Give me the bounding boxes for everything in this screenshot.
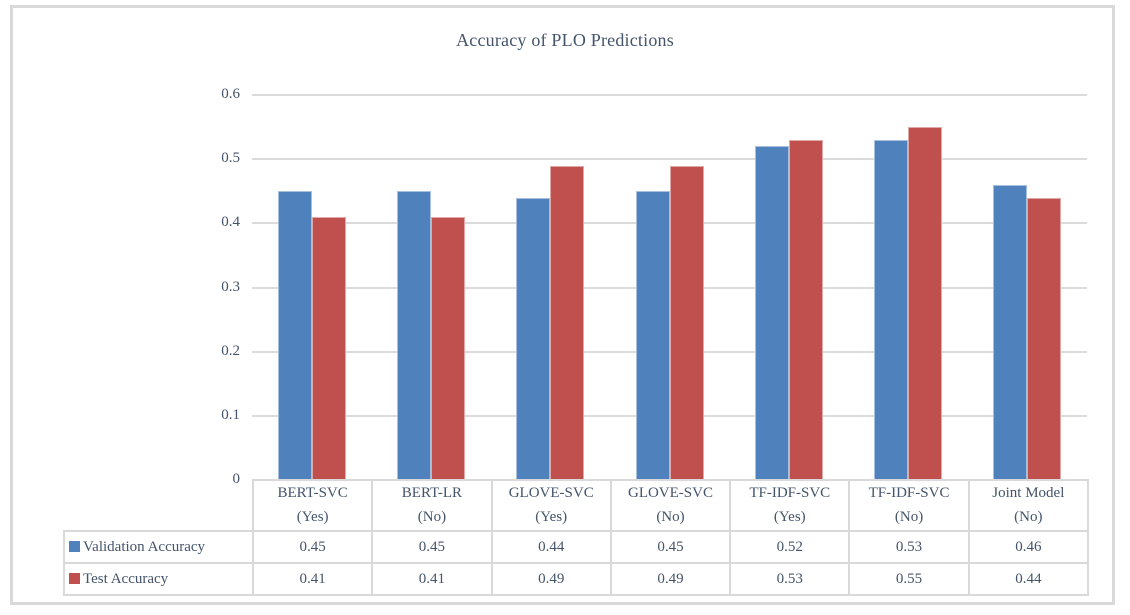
bar-validation-accuracy (993, 184, 1028, 480)
bar-test-accuracy (430, 216, 465, 480)
bar-validation-accuracy (754, 146, 789, 480)
series-name: Validation Accuracy (83, 538, 206, 555)
category-label: TF-IDF-SVC (868, 485, 950, 502)
y-axis-tick-label: 0.4 (221, 214, 240, 231)
category-label: BERT-LR (401, 485, 463, 502)
category-header-joint-model-no-: Joint Model (No) (967, 479, 1089, 532)
category-sub-label: (No) (417, 508, 447, 525)
category-sub-label: (Yes) (535, 508, 568, 525)
value-cell: 0.45 (371, 530, 493, 564)
category-sub-label: (Yes) (773, 508, 806, 525)
table-header-row: BERT-SVC (Yes) BERT-LR (No) GLOVE-SVC (Yes) GL… (64, 479, 1089, 532)
y-axis-tick-label: 0 (232, 471, 241, 487)
series-label-cell: Test Accuracy (63, 562, 254, 596)
category-header-bert-svc-yes-: BERT-SVC (Yes) (251, 479, 374, 532)
category-label: Joint Model (992, 485, 1065, 502)
series-label-cell: Validation Accuracy (63, 530, 254, 564)
value-cell: 0.45 (251, 530, 374, 564)
chart-outer-border (10, 5, 1115, 605)
category-sub-label: (No) (656, 508, 685, 525)
category-header-tf-idf-svc-yes-: TF-IDF-SVC (Yes) (729, 479, 851, 532)
bar-validation-accuracy (396, 191, 431, 480)
value-cell: 0.41 (251, 562, 374, 596)
category-label: TF-IDF-SVC (749, 485, 831, 502)
bar-validation-accuracy (874, 139, 909, 480)
bar-test-accuracy (1027, 197, 1062, 480)
chart-title: Accuracy of PLO Predictions (456, 30, 674, 50)
value-cell: 0.41 (371, 562, 493, 596)
series-row-test-accuracy: Test Accuracy 0.41 0.41 0.49 0.49 0.53 0.55 0.4… (63, 562, 1089, 596)
y-axis-tick-label: 0.6 (221, 86, 240, 102)
table-body: Validation Accuracy 0.45 0.45 0.44 0.45 0.52 0… (63, 530, 1089, 596)
value-cell: 0.52 (729, 530, 851, 564)
category-label: GLOVE-SVC (508, 485, 594, 502)
data-table: BERT-SVC (Yes) BERT-LR (No) GLOVE-SVC (Yes) GL… (63, 479, 1089, 596)
category-header-glove-svc-yes-: GLOVE-SVC (Yes) (490, 479, 612, 532)
legend-marker-validation-accuracy (69, 540, 80, 552)
category-label: BERT-SVC (277, 485, 348, 502)
y-axis-tick-label: 0.5 (221, 150, 240, 167)
table-header: BERT-SVC (Yes) BERT-LR (No) GLOVE-SVC (Yes) GL… (64, 479, 1089, 532)
value-cell: 0.46 (967, 530, 1089, 564)
bar-validation-accuracy (277, 191, 312, 480)
value-cell: 0.44 (490, 530, 612, 564)
bar-test-accuracy (788, 139, 823, 480)
category-sub-label: (No) (1014, 508, 1043, 525)
legend-marker-test-accuracy (69, 572, 80, 584)
value-cell: 0.44 (967, 562, 1089, 596)
category-header-tf-idf-svc-no-: TF-IDF-SVC (No) (848, 479, 970, 532)
value-cell: 0.49 (609, 562, 732, 596)
table-corner-cell (64, 480, 253, 531)
bar-test-accuracy (311, 216, 346, 480)
category-header-glove-svc-no-: GLOVE-SVC (No) (609, 479, 732, 532)
value-cell: 0.49 (490, 562, 612, 596)
series-row-validation-accuracy: Validation Accuracy 0.45 0.45 0.44 0.45 0.52 0… (63, 530, 1089, 564)
bar-test-accuracy (669, 165, 704, 480)
value-cell: 0.53 (729, 562, 851, 596)
plot-area (252, 94, 1087, 480)
y-axis-tick-label: 0.3 (221, 278, 240, 295)
y-axis-tick-label: 0.2 (221, 342, 240, 359)
gridline (252, 94, 1087, 96)
gridline (252, 158, 1087, 161)
category-header-bert-lr-no-: BERT-LR (No) (371, 479, 493, 532)
bar-test-accuracy (550, 165, 585, 480)
bar-validation-accuracy (516, 197, 551, 480)
bar-validation-accuracy (635, 191, 670, 480)
value-cell: 0.45 (609, 530, 732, 564)
value-cell: 0.53 (848, 530, 970, 564)
y-axis-tick-label: 0.1 (221, 406, 240, 423)
value-cell: 0.55 (848, 562, 970, 596)
series-name: Test Accuracy (83, 570, 169, 587)
category-label: GLOVE-SVC (627, 485, 713, 502)
category-sub-label: (Yes) (296, 508, 329, 525)
bar-test-accuracy (908, 127, 943, 480)
category-sub-label: (No) (894, 508, 924, 525)
